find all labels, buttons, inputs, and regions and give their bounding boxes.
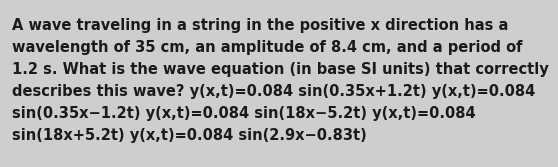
Text: 1.2 s. What is the wave equation (in base SI units) that correctly: 1.2 s. What is the wave equation (in bas… <box>12 62 549 77</box>
Text: wavelength of 35 cm, an amplitude of 8.4 cm, and a period of: wavelength of 35 cm, an amplitude of 8.4… <box>12 40 522 55</box>
Text: A wave traveling in a string in the positive x direction has a: A wave traveling in a string in the posi… <box>12 18 508 33</box>
Text: sin(18x+5.2t) y(x,t)=0.084 sin(2.9x−0.83t): sin(18x+5.2t) y(x,t)=0.084 sin(2.9x−0.83… <box>12 128 367 143</box>
Text: describes this wave? y(x,t)=0.084 sin(0.35x+1.2t) y(x,t)=0.084: describes this wave? y(x,t)=0.084 sin(0.… <box>12 84 535 99</box>
Text: sin(0.35x−1.2t) y(x,t)=0.084 sin(18x−5.2t) y(x,t)=0.084: sin(0.35x−1.2t) y(x,t)=0.084 sin(18x−5.2… <box>12 106 475 121</box>
